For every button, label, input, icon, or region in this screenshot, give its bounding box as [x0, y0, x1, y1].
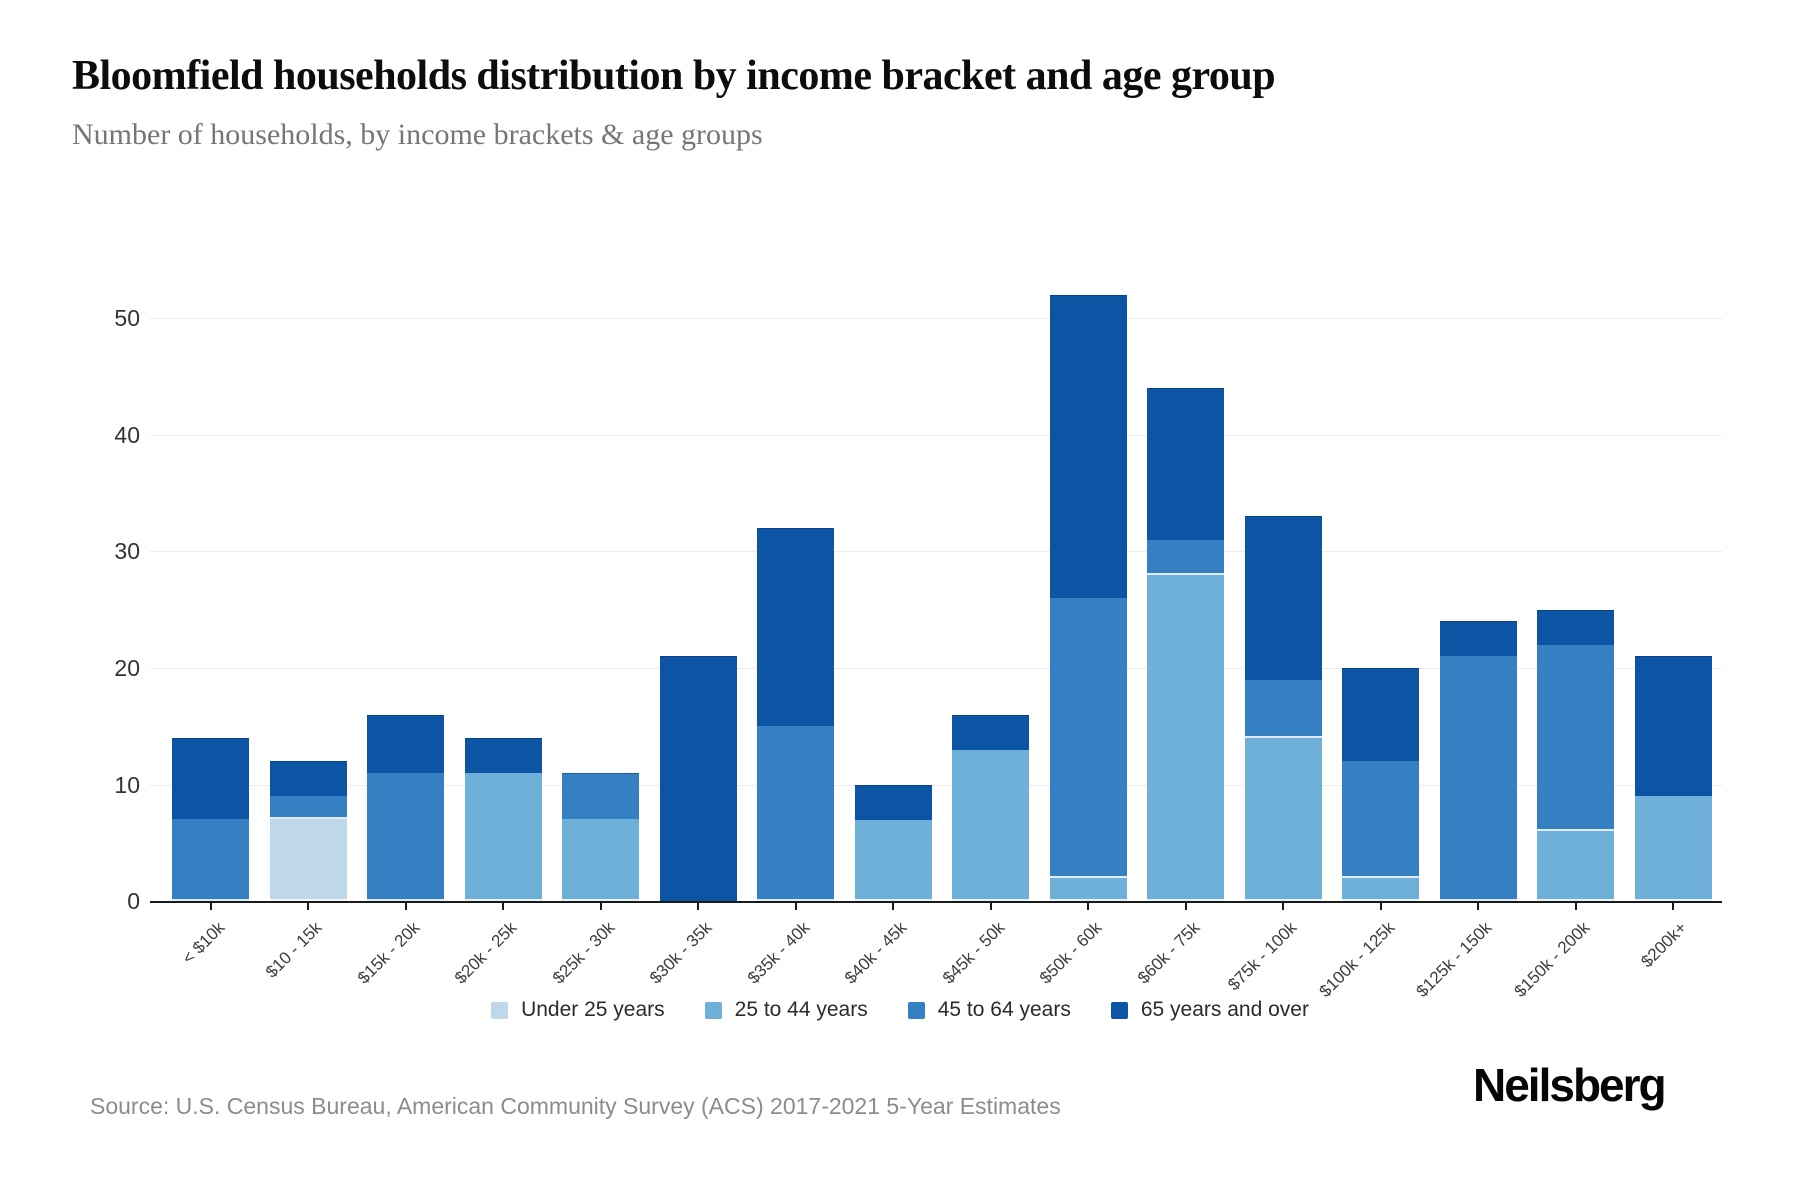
bar-segment[interactable]: [757, 726, 835, 901]
legend-label: 45 to 64 years: [937, 998, 1071, 1021]
legend-label: 25 to 44 years: [734, 998, 868, 1021]
bar-segment[interactable]: [367, 714, 445, 773]
y-axis-tick-label: 40: [114, 421, 140, 448]
gridline-y-30: [150, 551, 1722, 553]
x-axis-tick: [502, 903, 505, 910]
gridline-y-40: [150, 434, 1722, 436]
x-axis-tick: [1477, 903, 1480, 910]
bar-segment[interactable]: [172, 737, 250, 820]
bar-segment[interactable]: [757, 528, 835, 727]
bar-segment[interactable]: [562, 772, 640, 820]
x-axis-line: [150, 901, 1722, 903]
bar-segment[interactable]: [1147, 539, 1225, 575]
x-axis-tick: [1184, 903, 1187, 910]
bar-segment[interactable]: [1439, 621, 1517, 657]
legend-swatch-icon: [1110, 1001, 1128, 1019]
legend-item[interactable]: 25 to 44 years: [704, 998, 868, 1022]
bar-segment[interactable]: [1244, 737, 1322, 901]
x-axis-tick: [1282, 903, 1285, 910]
x-axis-tick: [1672, 903, 1675, 910]
bar-segment[interactable]: [1634, 796, 1712, 901]
source-note: Source: U.S. Census Bureau, American Com…: [90, 1093, 1061, 1119]
legend-swatch-icon: [491, 1001, 509, 1019]
x-axis-tick: [1379, 903, 1382, 910]
x-axis-tick: [697, 903, 700, 910]
bar-segment[interactable]: [269, 796, 347, 820]
bar-segment[interactable]: [1147, 388, 1225, 540]
x-axis-tick: [599, 903, 602, 910]
bar-segment[interactable]: [367, 772, 445, 901]
bar-segment[interactable]: [1049, 295, 1127, 598]
bar-segment[interactable]: [269, 761, 347, 797]
bar-segment[interactable]: [854, 784, 932, 820]
bar-segment[interactable]: [854, 819, 932, 901]
x-axis-tick: [989, 903, 992, 910]
x-axis-tick: [794, 903, 797, 910]
bar-segment[interactable]: [464, 772, 542, 901]
x-axis-tick: [404, 903, 407, 910]
bar-segment[interactable]: [172, 819, 250, 901]
bar-segment[interactable]: [1634, 656, 1712, 797]
gridline-y-10: [150, 784, 1722, 786]
bar-segment[interactable]: [1244, 679, 1322, 738]
bar-segment[interactable]: [269, 819, 347, 901]
bar-segment[interactable]: [1537, 609, 1615, 645]
bar-segment[interactable]: [1049, 598, 1127, 878]
bar-segment[interactable]: [1342, 877, 1420, 901]
x-axis-tick: [1087, 903, 1090, 910]
legend-item[interactable]: 65 years and over: [1110, 998, 1309, 1022]
legend-item[interactable]: Under 25 years: [491, 998, 665, 1022]
x-axis-tick: [209, 903, 212, 910]
bar-segment[interactable]: [952, 749, 1030, 901]
page-subtitle: Number of households, by income brackets…: [72, 118, 763, 151]
legend-label: 65 years and over: [1140, 998, 1309, 1021]
bar-segment[interactable]: [1147, 574, 1225, 901]
gridline-y-20: [150, 667, 1722, 669]
bar-segment[interactable]: [464, 737, 542, 773]
legend-item[interactable]: 45 to 64 years: [907, 998, 1071, 1022]
y-axis-tick-label: 50: [114, 305, 140, 332]
legend-label: Under 25 years: [521, 998, 665, 1021]
bar-segment[interactable]: [659, 656, 737, 901]
bar-segment[interactable]: [1537, 644, 1615, 832]
gridline-y-50: [150, 318, 1722, 320]
bar-segment[interactable]: [1439, 656, 1517, 901]
page-title: Bloomfield households distribution by in…: [72, 53, 1276, 99]
bar-segment[interactable]: [1049, 877, 1127, 901]
bar-segment[interactable]: [1537, 831, 1615, 901]
brand-logo[interactable]: Neilsberg: [1473, 1059, 1667, 1111]
bar-segment[interactable]: [952, 714, 1030, 750]
bar-segment[interactable]: [1342, 761, 1420, 878]
legend-swatch-icon: [704, 1001, 722, 1019]
y-axis-tick-label: 0: [127, 888, 140, 914]
x-axis-tick: [1574, 903, 1577, 910]
y-axis-tick-label: 20: [114, 654, 140, 681]
bar-segment[interactable]: [1244, 516, 1322, 680]
bar-segment[interactable]: [1342, 667, 1420, 762]
y-axis-tick-label: 30: [114, 538, 140, 565]
legend-swatch-icon: [907, 1001, 925, 1019]
x-axis-tick: [307, 903, 310, 910]
bar-segment[interactable]: [562, 819, 640, 901]
y-axis-tick-label: 10: [114, 771, 140, 798]
x-axis-tick: [892, 903, 895, 910]
chart-legend: Under 25 years 25 to 44 years 45 to 64 yea…: [0, 998, 1800, 1022]
